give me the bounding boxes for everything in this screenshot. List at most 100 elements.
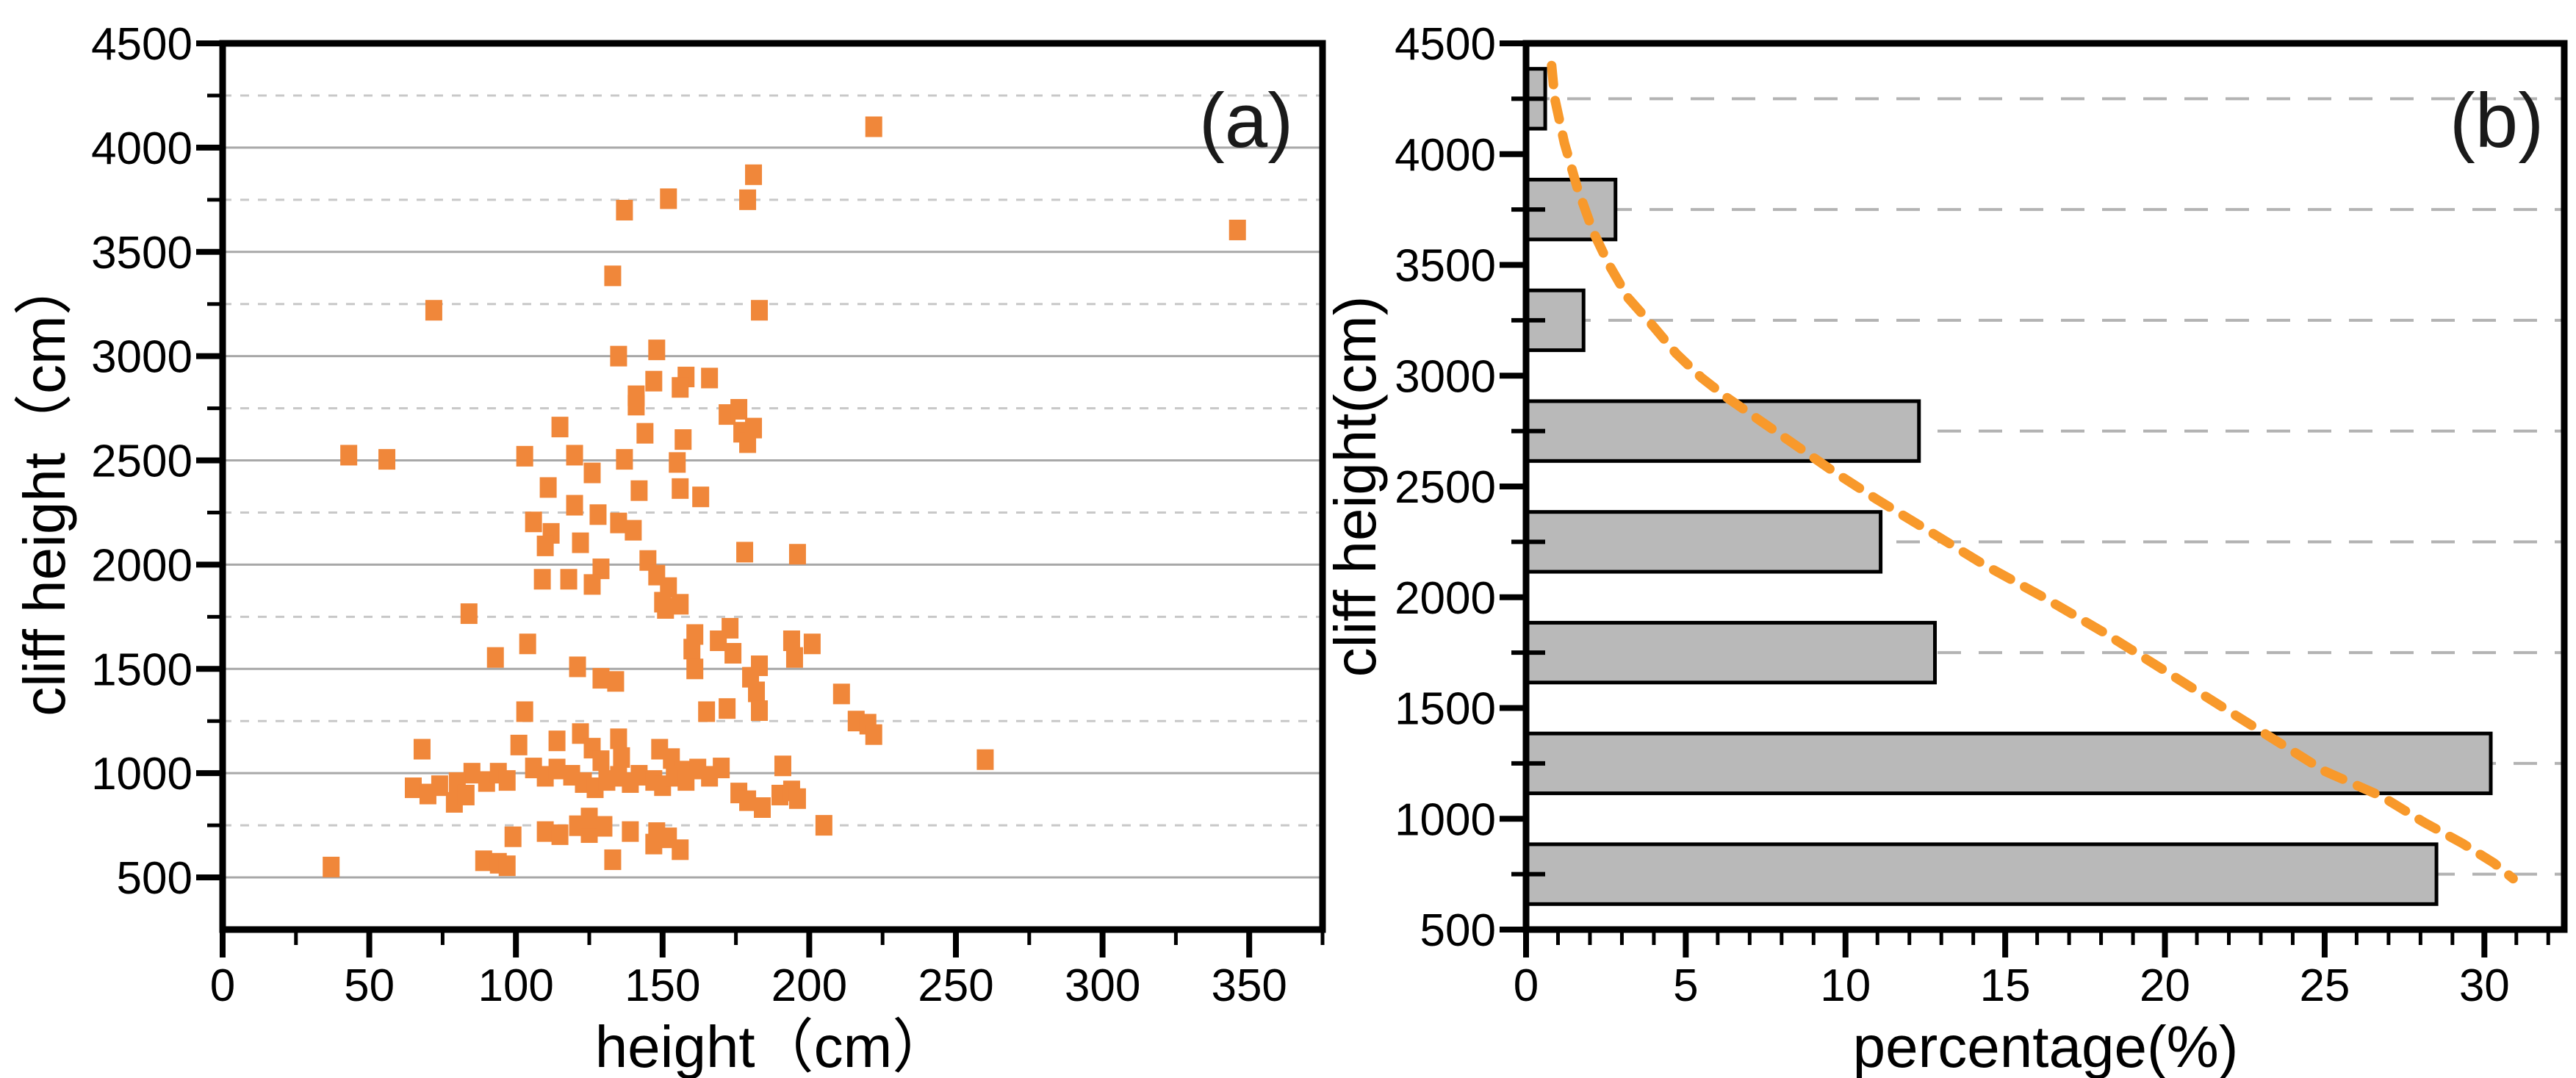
scatter-point [683, 639, 701, 660]
scatter-point [622, 821, 639, 842]
x-tick-label: 30 [2459, 960, 2510, 1011]
scatter-point [660, 188, 677, 209]
scatter-point [630, 765, 648, 786]
bar [1524, 731, 2493, 796]
scatter-point [1228, 219, 1246, 240]
x-tick-label: 20 [2140, 960, 2190, 1011]
x-tick-label: 0 [1514, 960, 1539, 1011]
scatter-point [627, 395, 645, 416]
scatter-point [613, 747, 630, 768]
scatter-point [745, 164, 763, 185]
trend-curve [1547, 60, 2518, 884]
scatter-point [674, 429, 692, 450]
bar [1524, 399, 1921, 463]
scatter-point [340, 445, 358, 466]
scatter-point [607, 671, 625, 692]
scatter-point [548, 758, 566, 780]
scatter-point [592, 558, 610, 580]
scatter-point [572, 532, 589, 553]
scatter-point [595, 816, 613, 837]
panel-b: 0 5 10 15 20 25 30 500 1000 1500 2000 2500 3000 3500 4… [1395, 19, 2568, 1011]
scatter-point [672, 377, 689, 398]
scatter-point [803, 633, 821, 655]
scatter-point [669, 452, 686, 473]
scatter-point [616, 200, 633, 221]
x-tick-label: 350 [1211, 960, 1287, 1011]
y-tick-label: 4000 [1395, 130, 1496, 181]
scatter-point [378, 449, 396, 470]
scatter-point [323, 856, 340, 877]
scatter-point [569, 656, 586, 678]
y-tick-label: 3000 [91, 332, 193, 383]
scatter-point [536, 535, 554, 556]
scatter-point [580, 808, 598, 829]
scatter-point [832, 683, 850, 705]
panel-a: 0 50 100 150 200 250 300 350 500 1000 1500 2000 2500… [91, 19, 1326, 1011]
scatter-point [645, 370, 663, 392]
scatter-point [610, 512, 627, 533]
x-tick-label: 5 [1673, 960, 1698, 1011]
scatter-point [645, 833, 663, 855]
y-tick-label: 1000 [1395, 794, 1496, 845]
scatter-point [610, 728, 627, 750]
y-tick-label: 2500 [1395, 462, 1496, 513]
scatter-point [739, 790, 757, 811]
scatter-point [510, 734, 528, 755]
scatter-point [724, 643, 742, 664]
scatter-point [672, 594, 689, 615]
scatter-point [751, 300, 769, 321]
scatter-point [566, 445, 583, 466]
scatter-point [413, 739, 431, 760]
scatter-point [610, 345, 627, 367]
scatter-point [692, 486, 710, 508]
scatter-point [604, 265, 622, 287]
x-tick-label: 10 [1820, 960, 1871, 1011]
scatter-point [548, 730, 566, 752]
panel-a-letter: (a) [1199, 78, 1293, 164]
scatter-point [589, 504, 607, 525]
scatter-point [648, 339, 666, 361]
scatter-point [583, 574, 601, 595]
y-tick-label: 1500 [1395, 684, 1496, 735]
scatter-point [677, 770, 695, 791]
y-tick-label: 500 [1420, 905, 1496, 956]
plot-border [219, 40, 1326, 933]
scatter-point [686, 658, 704, 680]
y-tick-label: 4500 [91, 19, 193, 70]
scatter-point [533, 569, 551, 590]
scatter-point [592, 750, 610, 772]
scatter-point [698, 701, 716, 722]
y-tick-label: 4000 [91, 123, 193, 174]
y-tick-label: 2000 [91, 540, 193, 591]
scatter-point [616, 449, 633, 470]
scatter-point [463, 763, 481, 784]
x-tick-label: 250 [918, 960, 993, 1011]
scatter-point [774, 755, 791, 777]
scatter-point [498, 770, 516, 791]
scatter-point [404, 777, 422, 799]
scatter-point [865, 724, 882, 745]
x-tick-label: 50 [344, 960, 395, 1011]
scatter-point [710, 630, 727, 651]
x-tick-label: 200 [771, 960, 847, 1011]
scatter-point [560, 569, 578, 590]
scatter-point [672, 839, 689, 860]
x-tick-label: 0 [210, 960, 235, 1011]
y-tick-label: 1500 [91, 644, 193, 695]
bar [1524, 510, 1883, 574]
x-tick-label: 25 [2299, 960, 2350, 1011]
scatter-point [730, 399, 748, 420]
scatter-point [460, 603, 478, 625]
scatter-point [516, 701, 533, 722]
scatter-point [516, 445, 533, 467]
plot-area [1526, 43, 2564, 930]
scatter-point [785, 647, 803, 668]
scatter-point [815, 815, 832, 836]
scatter-point [475, 850, 492, 872]
scatter-point [583, 462, 601, 484]
scatter-point [551, 824, 569, 845]
panel-a-x-axis-title: height（cm） [595, 1014, 951, 1078]
x-tick-label: 150 [625, 960, 700, 1011]
